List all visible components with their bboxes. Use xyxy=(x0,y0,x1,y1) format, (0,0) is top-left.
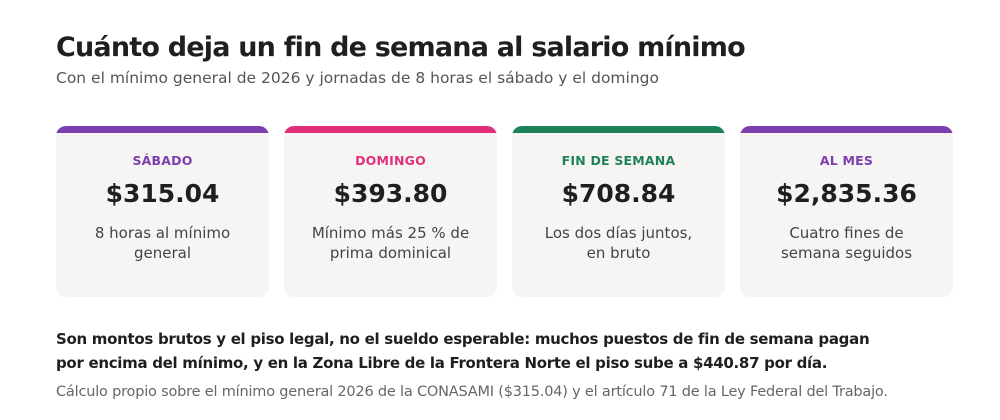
card-value: $315.04 xyxy=(105,179,220,208)
card-accent-bar xyxy=(740,126,953,133)
card-description: Mínimo más 25 % de prima dominical xyxy=(311,224,470,262)
card-accent-bar xyxy=(56,126,269,133)
card-label: DOMINGO xyxy=(355,153,426,168)
card-label: SÁBADO xyxy=(132,153,193,168)
card-accent-bar xyxy=(284,126,497,133)
card-accent-bar xyxy=(512,126,725,133)
stat-cards: SÁBADO $315.04 8 horas al mínimo general… xyxy=(56,126,953,297)
stat-card-al-mes: AL MES $2,835.36 Cuatro fines de semana … xyxy=(740,126,953,297)
stat-card-fin-de-semana: FIN DE SEMANA $708.84 Los dos días junto… xyxy=(512,126,725,297)
disclaimer-note: Son montos brutos y el piso legal, no el… xyxy=(56,330,870,372)
card-label: FIN DE SEMANA xyxy=(561,153,676,168)
card-value: $2,835.36 xyxy=(776,179,917,208)
page-title: Cuánto deja un fin de semana al salario … xyxy=(56,32,746,63)
source-note: Cálculo propio sobre el mínimo general 2… xyxy=(56,384,888,400)
page-subtitle: Con el mínimo general de 2026 y jornadas… xyxy=(56,69,659,87)
card-description: Cuatro fines de semana seguidos xyxy=(780,224,913,262)
card-value: $393.80 xyxy=(333,179,448,208)
stat-card-domingo: DOMINGO $393.80 Mínimo más 25 % de prima… xyxy=(284,126,497,297)
card-value: $708.84 xyxy=(561,179,676,208)
stat-card-sabado: SÁBADO $315.04 8 horas al mínimo general xyxy=(56,126,269,297)
card-description: 8 horas al mínimo general xyxy=(94,224,231,262)
card-label: AL MES xyxy=(819,153,874,168)
card-description: Los dos días juntos, en bruto xyxy=(544,224,693,262)
